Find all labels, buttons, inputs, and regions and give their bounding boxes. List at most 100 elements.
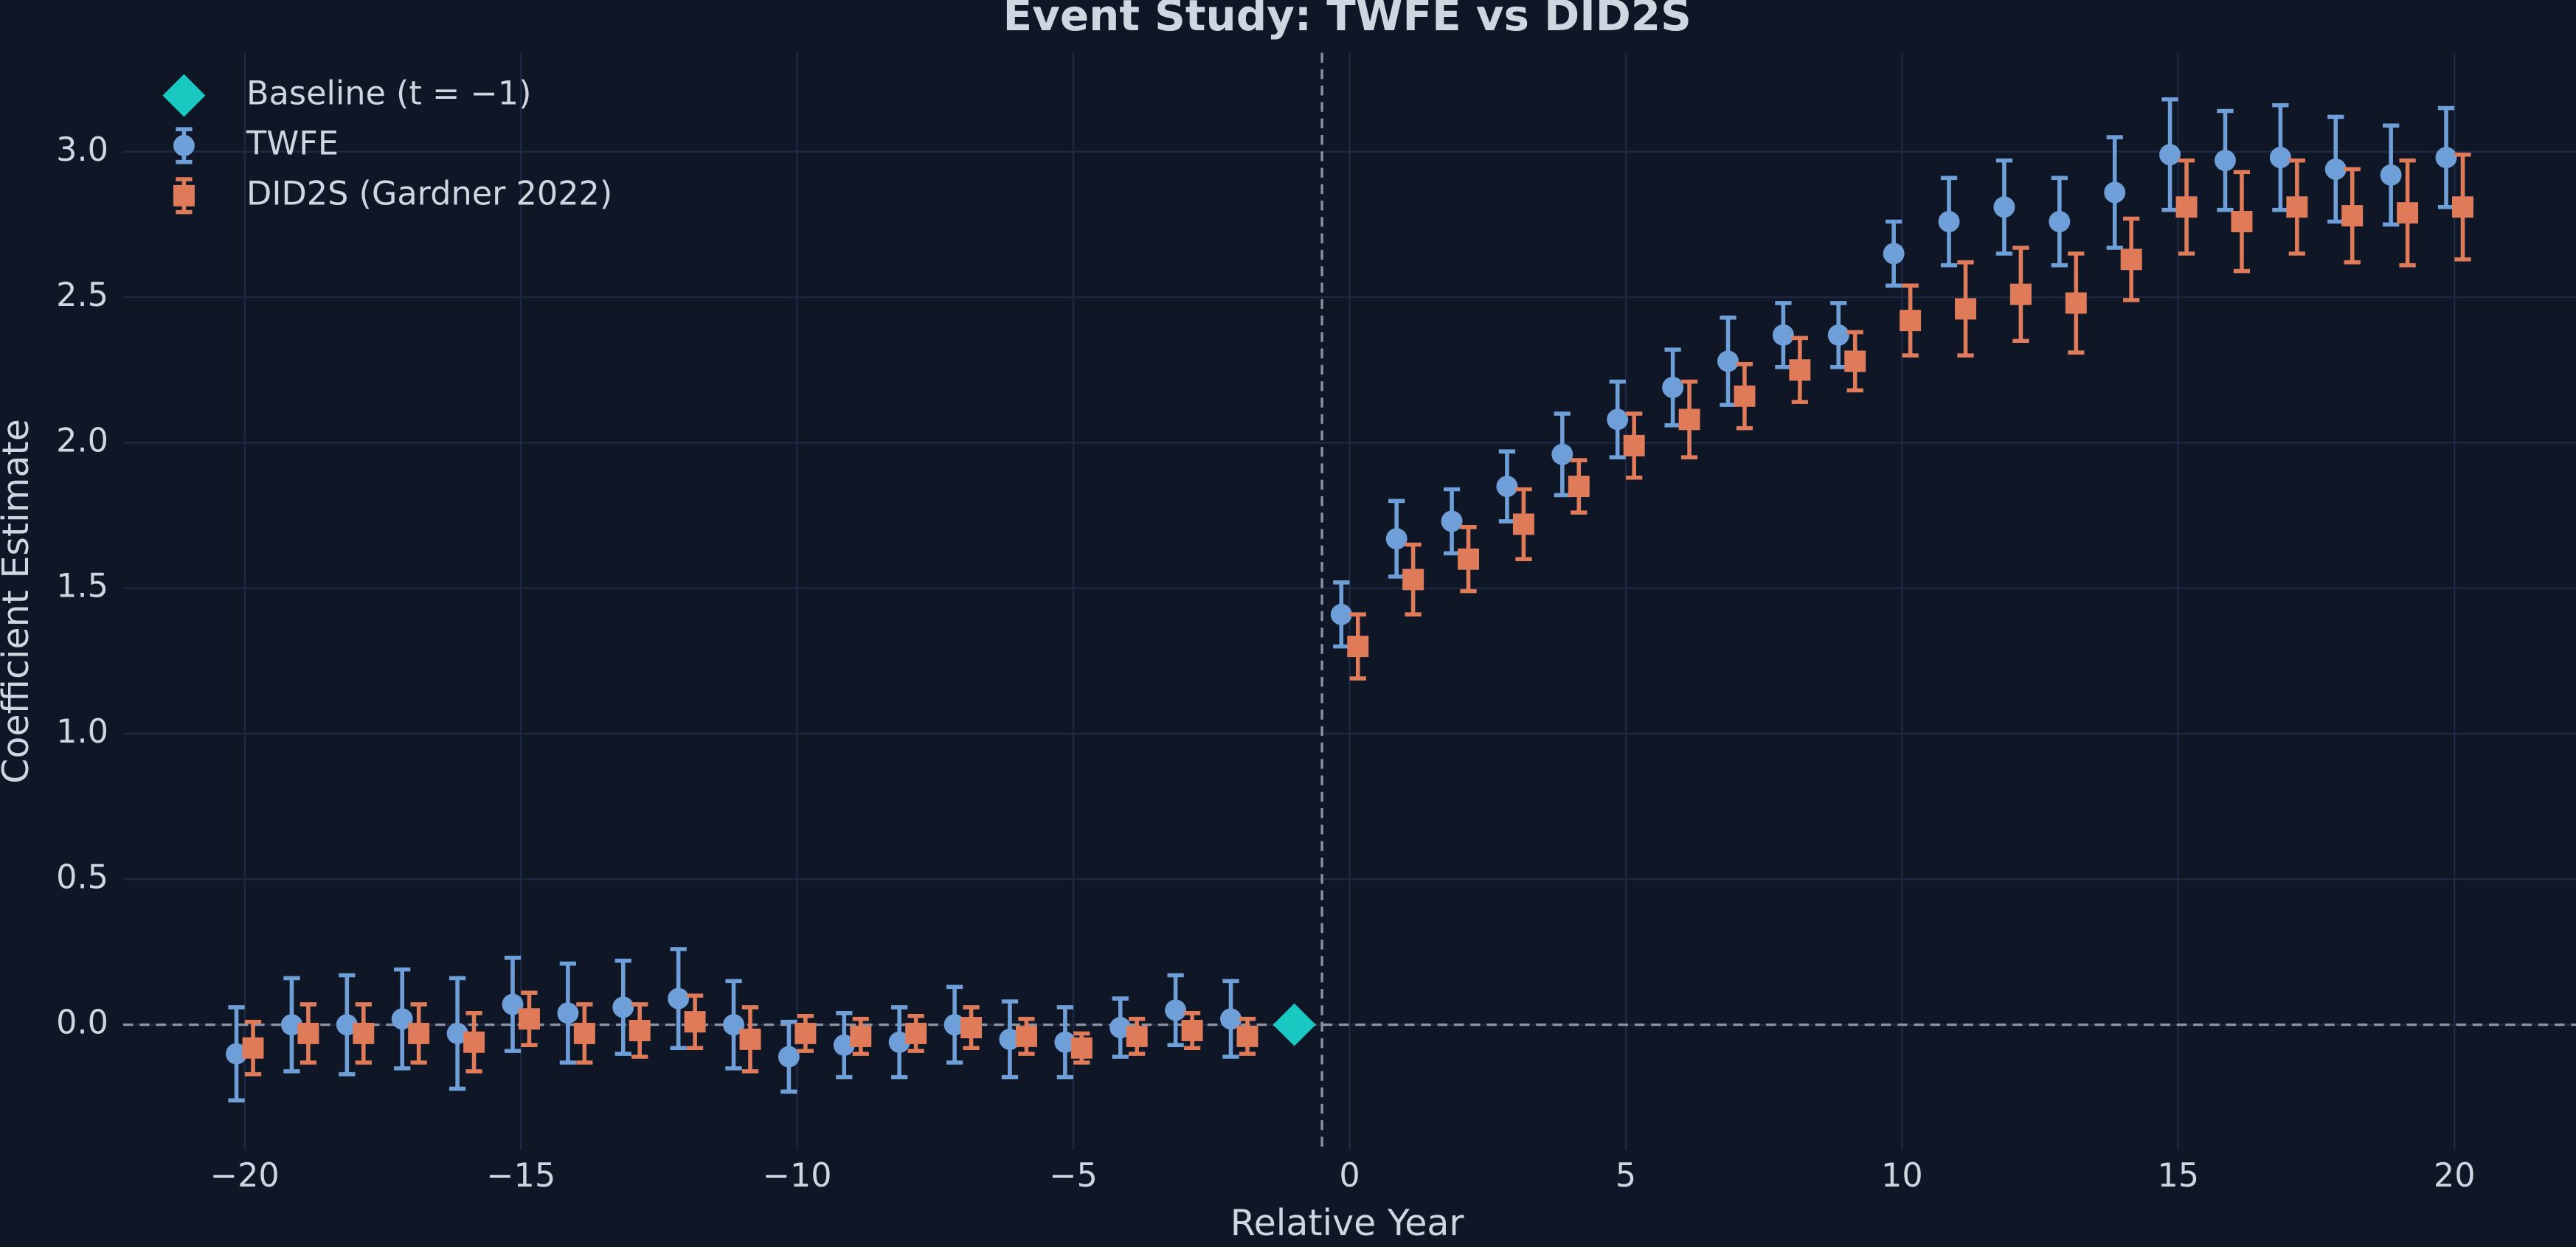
point [960, 1017, 983, 1039]
point [1109, 1017, 1132, 1039]
point [557, 1002, 579, 1024]
point [1789, 359, 1811, 381]
point [463, 1031, 485, 1053]
point [297, 1022, 319, 1044]
point [1993, 196, 2015, 218]
x-tick-label: −20 [210, 1156, 280, 1195]
x-tick-label: 15 [2157, 1156, 2199, 1195]
point [944, 1014, 966, 1036]
point [2065, 292, 2087, 314]
point [2286, 196, 2308, 218]
point [888, 1031, 910, 1053]
point [1772, 324, 1794, 346]
point [2341, 205, 2364, 227]
legend-label: Baseline (t = −1) [246, 74, 531, 113]
point [1662, 376, 1684, 398]
point [668, 987, 690, 1010]
point [2214, 150, 2236, 172]
point [850, 1025, 872, 1047]
point [2324, 158, 2347, 180]
point [1236, 1025, 1258, 1047]
point [1844, 350, 1866, 372]
point [2380, 164, 2402, 186]
point [1402, 569, 1424, 591]
point [684, 1011, 706, 1033]
point [1717, 350, 1739, 372]
point [242, 1037, 264, 1059]
point [629, 1020, 651, 1041]
point [1181, 1020, 1203, 1041]
point [2049, 210, 2071, 232]
point [226, 1043, 248, 1065]
point [1441, 510, 1463, 532]
point [1496, 476, 1518, 498]
y-axis-label: Coefficient Estimate [0, 419, 37, 784]
y-tick-label: 3.0 [56, 131, 108, 169]
point [833, 1034, 855, 1056]
point [1126, 1025, 1148, 1047]
point [1827, 324, 1849, 346]
point [2175, 196, 2198, 218]
point [1458, 548, 1479, 570]
x-tick-label: 10 [1881, 1156, 1923, 1195]
legend-marker [162, 74, 206, 117]
point [1347, 636, 1369, 658]
point [2452, 196, 2473, 218]
x-axis-label: Relative Year [1230, 1202, 1465, 1244]
x-tick-label: −5 [1049, 1156, 1098, 1195]
point [905, 1022, 927, 1044]
point [1607, 409, 1629, 431]
point [1070, 1037, 1093, 1059]
x-tick-label: 5 [1616, 1156, 1636, 1195]
point [1385, 528, 1408, 550]
point [391, 1008, 413, 1030]
point [1015, 1025, 1037, 1047]
point [2231, 210, 2253, 232]
y-tick-label: 0.5 [56, 858, 108, 896]
point [353, 1022, 375, 1044]
y-tick-label: 2.5 [56, 276, 108, 314]
point [999, 1028, 1021, 1050]
point [794, 1022, 817, 1044]
point [1623, 434, 1645, 456]
legend-label: TWFE [246, 124, 339, 162]
y-tick-label: 1.5 [56, 567, 108, 605]
point [739, 1028, 761, 1050]
point [518, 1008, 540, 1030]
point [2397, 202, 2419, 224]
point [502, 993, 524, 1015]
point [778, 1046, 800, 1068]
point [1054, 1031, 1076, 1053]
x-tick-label: 0 [1339, 1156, 1360, 1195]
y-tick-label: 0.0 [56, 1004, 108, 1042]
y-tick-label: 2.0 [56, 421, 108, 459]
point [1678, 409, 1700, 431]
legend-marker [173, 184, 195, 206]
point [573, 1022, 595, 1044]
point [280, 1014, 302, 1036]
point [1938, 210, 1960, 232]
legend-label: DID2S (Gardner 2022) [246, 174, 612, 212]
point [2120, 249, 2142, 271]
point [446, 1022, 468, 1044]
point [612, 996, 634, 1018]
point [1900, 310, 1922, 332]
chart-title: Event Study: TWFE vs DID2S [1003, 0, 1692, 41]
point [2009, 283, 2032, 305]
point [2269, 147, 2291, 169]
y-tick-label: 1.0 [56, 712, 108, 751]
point [1551, 443, 1573, 465]
point [1955, 298, 1976, 320]
point [1883, 243, 1905, 265]
point [1330, 603, 1352, 625]
point [723, 1014, 745, 1036]
point [2159, 144, 2181, 166]
point [1220, 1008, 1242, 1030]
x-tick-label: −15 [486, 1156, 555, 1195]
point [2104, 181, 2126, 204]
point [1568, 476, 1590, 498]
legend-marker [173, 134, 195, 156]
point [408, 1022, 430, 1044]
x-tick-label: 20 [2434, 1156, 2476, 1195]
